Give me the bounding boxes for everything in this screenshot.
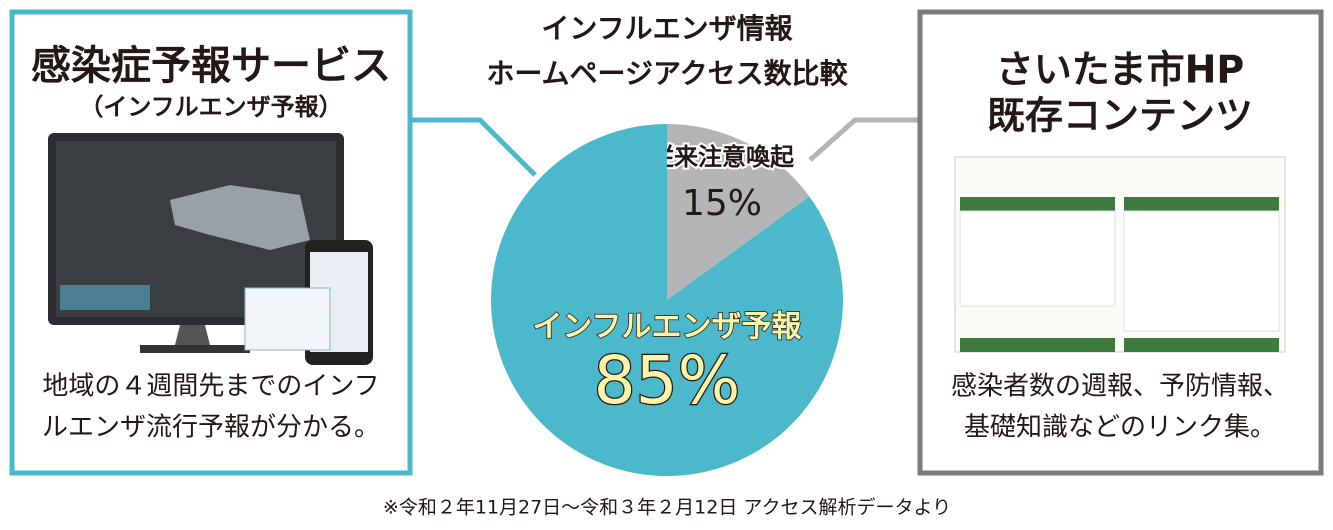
value-label: 85%	[594, 342, 741, 419]
value-label: 15%	[682, 183, 762, 224]
left-description: 地域の４週間先までのインフ	[42, 372, 379, 402]
web-screenshot	[954, 156, 1286, 353]
connector	[808, 117, 918, 162]
right-description: 基礎知識などのリンク集。	[964, 413, 1276, 443]
pie-slice	[667, 124, 810, 300]
pie-slice	[490, 124, 843, 477]
left-subtitle: （インフルエンザ予報）	[79, 93, 342, 121]
connector	[412, 117, 537, 177]
chart-title: インフルエンザ情報	[541, 12, 793, 45]
slice-label: 従来注意喚起	[649, 143, 795, 171]
device-illustration	[48, 133, 373, 365]
chart-title: ホームページアクセス数比較	[486, 57, 848, 90]
left-description: ルエンザ流行予報が分かる。	[42, 413, 380, 443]
footnote: ※令和２年11月27日～令和３年２月12日 アクセス解析データより	[383, 497, 951, 519]
slice-label: インフルエンザ予報	[532, 310, 802, 345]
left-title: 感染症予報サービス	[31, 43, 391, 89]
right-description: 感染者数の週報、予防情報、	[951, 372, 1289, 402]
right-title: 既存コンテンツ	[987, 94, 1253, 138]
right-title: さいたま市HP	[996, 48, 1245, 92]
